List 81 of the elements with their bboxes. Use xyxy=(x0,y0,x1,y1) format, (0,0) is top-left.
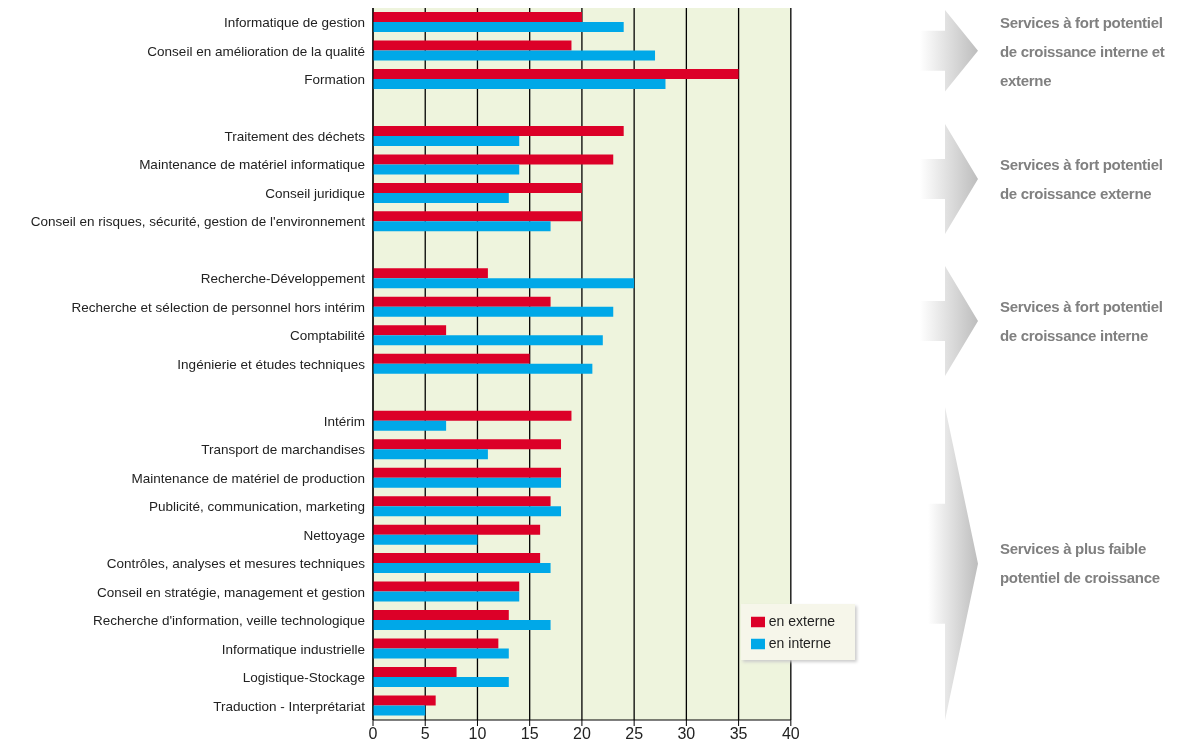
y-tick-label: Conseil en amélioration de la qualité xyxy=(147,43,365,59)
bar xyxy=(373,591,520,602)
bar xyxy=(373,524,541,535)
y-tick-label: Recherche-Développement xyxy=(200,271,366,287)
bar xyxy=(373,22,624,32)
y-tick-label: Informatique industrielle xyxy=(221,641,365,657)
bar xyxy=(373,534,478,545)
bar xyxy=(373,667,457,678)
x-tick-label: 40 xyxy=(781,725,800,743)
bar xyxy=(373,363,593,374)
x-tick-label: 20 xyxy=(573,725,591,743)
x-tick-label: 5 xyxy=(420,725,430,743)
bar xyxy=(373,306,614,317)
bar xyxy=(373,211,582,222)
bar xyxy=(373,467,562,478)
bar xyxy=(373,40,572,51)
bar xyxy=(373,563,551,574)
text: Services à fort potentiel de croissance interne xyxy=(1000,297,1164,347)
bar xyxy=(373,164,520,175)
y-tick-label: Ingénierie et études techniques xyxy=(177,356,366,372)
y-tick-label: Transport de marchandises xyxy=(201,442,366,458)
y-tick-label: Publicité, communication, marketing xyxy=(148,499,365,515)
y-tick-label: Contrôles, analyses et mesures techniques xyxy=(106,556,366,572)
bar xyxy=(373,410,572,421)
bar xyxy=(373,648,509,659)
bar xyxy=(373,353,530,364)
bar xyxy=(373,553,541,564)
bar xyxy=(373,506,562,517)
x-tick-label: 0 xyxy=(368,725,378,743)
bar xyxy=(373,125,624,136)
x-tick-label: 15 xyxy=(520,725,539,743)
legend-label: en interne xyxy=(768,635,832,651)
y-tick-label: Recherche d'information, veille technologique xyxy=(93,613,365,629)
bar xyxy=(373,420,447,431)
y-tick-label: Maintenance de matériel de production xyxy=(131,470,365,486)
bar xyxy=(373,182,582,193)
text: Services à fort potentiel de croissance externe xyxy=(1000,154,1164,204)
bar xyxy=(373,135,520,146)
bar xyxy=(373,192,509,203)
y-tick-label: Recherche et sélection de personnel hors intérim xyxy=(71,299,365,315)
bar xyxy=(373,620,551,631)
bar xyxy=(373,695,436,706)
bar xyxy=(373,221,551,232)
bar xyxy=(373,449,488,460)
bar xyxy=(373,278,635,289)
bar xyxy=(373,705,426,716)
x-tick-label: 25 xyxy=(625,725,644,743)
bar xyxy=(373,677,509,688)
bar xyxy=(373,296,551,307)
y-tick-label: Conseil en stratégie, management et gestion xyxy=(97,584,365,600)
bar xyxy=(373,12,582,22)
y-tick-label: Conseil juridique xyxy=(265,185,365,201)
bar xyxy=(373,581,520,592)
bar xyxy=(373,268,488,279)
bar xyxy=(373,50,656,61)
bar xyxy=(373,325,447,336)
y-tick-label: Informatique de gestion xyxy=(223,15,365,31)
y-tick-label: Comptabilité xyxy=(289,328,365,344)
x-tick-label: 10 xyxy=(468,725,487,743)
text: Services à fort potentiel de croissance interne et externe xyxy=(1000,12,1166,91)
y-tick-label: Conseil en risques, sécurité, gestion de l'environnement xyxy=(30,214,366,230)
bar xyxy=(373,638,499,649)
bar xyxy=(373,78,666,89)
x-tick-label: 35 xyxy=(729,725,748,743)
bar xyxy=(373,610,509,621)
bar xyxy=(373,154,614,165)
bar xyxy=(373,477,562,488)
legend-label: en externe xyxy=(768,613,835,629)
bar xyxy=(373,68,739,79)
x-tick-label: 30 xyxy=(677,725,696,743)
y-tick-label: Intérim xyxy=(323,413,365,429)
text: Services à plus faible potentiel de croissance xyxy=(1000,539,1161,589)
y-tick-label: Formation xyxy=(304,71,365,87)
bar xyxy=(373,439,562,450)
bar xyxy=(373,335,603,346)
bar xyxy=(373,496,551,507)
y-tick-label: Nettoyage xyxy=(303,527,365,543)
y-tick-label: Logistique-Stockage xyxy=(242,670,365,686)
y-tick-label: Traduction - Interprétariat xyxy=(213,698,366,714)
y-tick-label: Traitement des déchets xyxy=(224,128,366,144)
y-tick-label: Maintenance de matériel informatique xyxy=(139,157,365,173)
